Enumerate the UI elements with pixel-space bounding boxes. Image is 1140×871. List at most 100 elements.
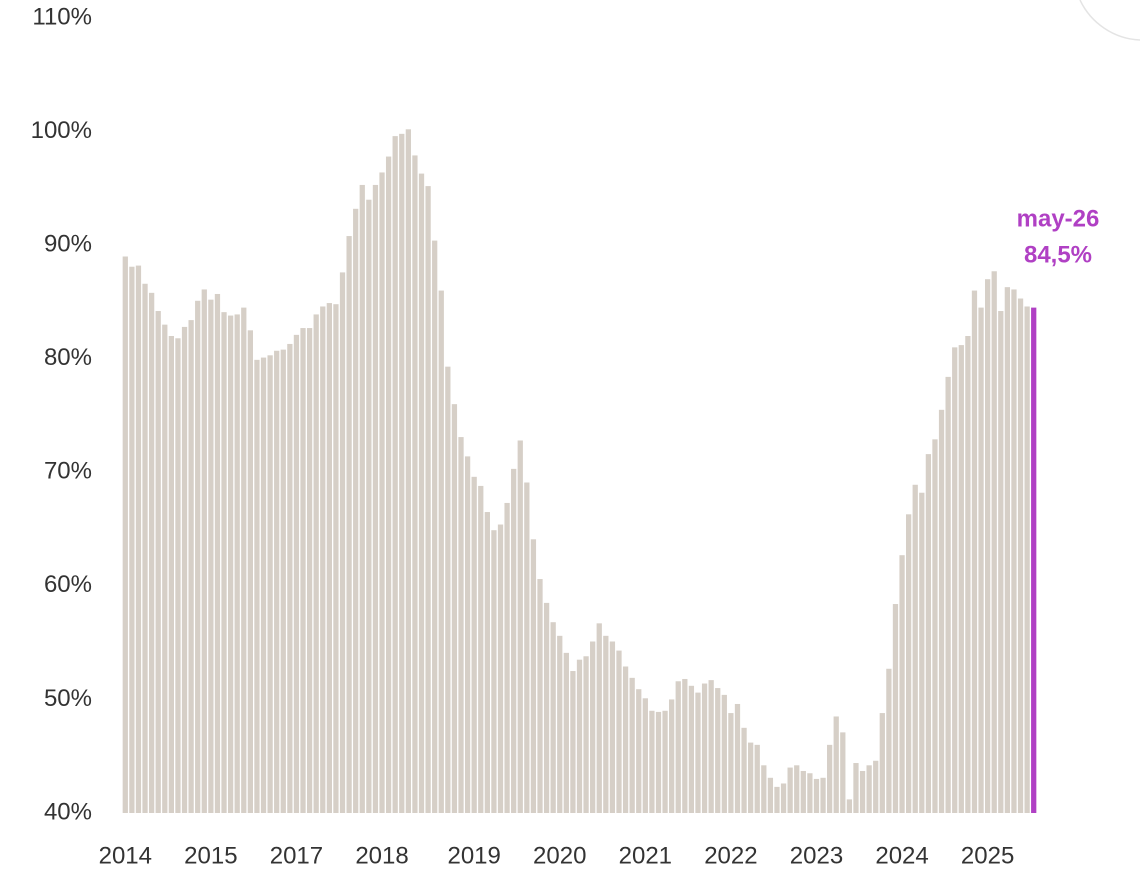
bar (267, 355, 273, 813)
x-tick-label: 2020 (533, 842, 586, 869)
bar (945, 376, 951, 813)
bar (491, 530, 497, 813)
bar (445, 366, 451, 813)
bar (122, 256, 128, 813)
y-tick-label: 80% (44, 344, 92, 371)
bar (405, 129, 411, 814)
bar (227, 315, 234, 813)
bar (306, 328, 313, 813)
bar (135, 265, 142, 814)
bar (866, 765, 872, 813)
bar (596, 623, 602, 813)
bar (906, 514, 912, 813)
bar (339, 272, 346, 813)
bar (162, 324, 168, 813)
bar (840, 732, 846, 813)
annotation-value: 84,5% (1024, 241, 1092, 268)
bar (886, 668, 892, 813)
bar (827, 744, 833, 813)
bar (412, 155, 418, 813)
bar (636, 689, 642, 813)
bar (576, 659, 583, 813)
bar (708, 680, 714, 813)
x-tick-label: 2015 (184, 842, 237, 869)
bar (201, 289, 207, 814)
bar (247, 330, 253, 813)
bar (399, 133, 405, 814)
bar (721, 694, 727, 813)
bar (300, 328, 306, 813)
bar (497, 524, 504, 813)
bar (859, 770, 866, 813)
bar (557, 635, 563, 813)
bar (971, 290, 978, 814)
bar (846, 799, 853, 813)
bar (511, 468, 517, 813)
bar (978, 307, 984, 813)
bar (320, 306, 326, 813)
bar (274, 350, 280, 813)
bar (478, 485, 484, 813)
x-tick-label: 2018 (355, 842, 408, 869)
bar (537, 579, 543, 813)
bar (570, 671, 576, 813)
bar (346, 236, 352, 814)
bar (280, 349, 286, 813)
x-tick-label: 2023 (790, 842, 843, 869)
bar (655, 711, 662, 813)
bar (820, 777, 826, 813)
bar (293, 334, 300, 813)
bar (767, 777, 774, 813)
bar (241, 307, 247, 813)
bar (853, 763, 859, 813)
bar (715, 688, 721, 813)
bar (129, 266, 135, 813)
bar (168, 336, 175, 813)
y-tick-label: 50% (44, 685, 92, 712)
bar (1024, 306, 1030, 813)
bar (504, 502, 510, 813)
bar (991, 271, 997, 813)
bar (609, 641, 616, 813)
bar (458, 437, 464, 813)
bar (517, 440, 523, 813)
bar (208, 299, 214, 814)
bar (214, 293, 221, 813)
bar (287, 343, 293, 813)
x-tick-label: 2017 (270, 842, 323, 869)
bar (919, 492, 925, 813)
bar (188, 320, 194, 813)
bar (879, 713, 885, 813)
bar (787, 767, 793, 813)
bar (998, 311, 1004, 813)
bar (333, 304, 339, 813)
x-tick-label: 2014 (99, 842, 152, 869)
bar (952, 347, 958, 813)
bar (695, 692, 701, 813)
y-tick-label: 110% (32, 3, 92, 30)
bar (669, 699, 675, 813)
bar (800, 770, 806, 813)
bar (728, 713, 734, 813)
bar (583, 656, 589, 813)
bar (438, 290, 444, 814)
bar (372, 184, 379, 813)
bar (432, 240, 438, 814)
bar (603, 635, 609, 813)
bar (761, 765, 767, 813)
bar (734, 703, 741, 813)
annotation-date: may-26 (1017, 205, 1100, 232)
y-tick-label: 70% (44, 458, 92, 485)
x-tick-label: 2024 (875, 842, 928, 869)
bar (379, 172, 385, 813)
decor-arc (1079, 0, 1140, 41)
bar (530, 539, 537, 813)
bar (1031, 307, 1037, 813)
bar (629, 677, 635, 813)
bar (774, 786, 780, 813)
bar (912, 484, 918, 813)
bar (965, 336, 971, 813)
bar (642, 698, 648, 813)
